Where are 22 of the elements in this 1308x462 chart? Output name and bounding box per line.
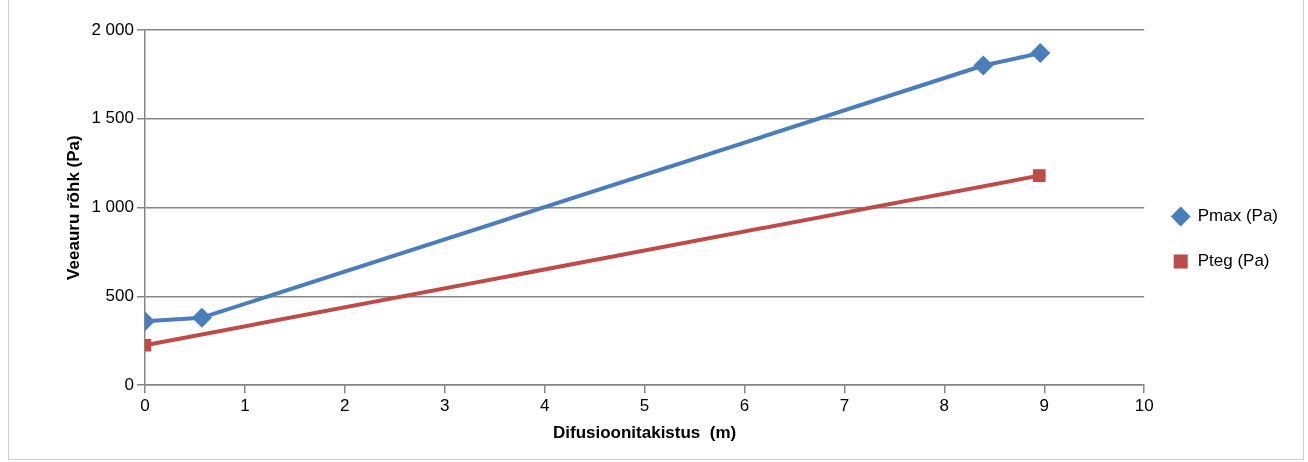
x-tick-label: 0 (140, 396, 150, 416)
x-tick-label: 2 (340, 396, 350, 416)
y-tick-label: 500 (105, 286, 134, 306)
x-tick-label: 5 (639, 396, 650, 416)
point (973, 55, 994, 76)
legend-label: Pmax (Pa) (1197, 206, 1278, 226)
x-tick-label: 6 (739, 396, 750, 416)
y-tick-label: 0 (124, 374, 134, 394)
x-tick-label: 10 (1134, 396, 1154, 416)
y-tick-label: 1 500 (91, 108, 134, 128)
y-axis-title: Veeauru rõhk (Pa) (63, 135, 83, 280)
x-axis-title: Difusioonitakistus (m) (552, 423, 737, 443)
point (1030, 43, 1051, 64)
x-tick-label: 3 (439, 396, 450, 416)
x-tick-label: 4 (539, 396, 550, 416)
legend-label: Pteg (Pa) (1197, 251, 1270, 271)
x-tick-label: 7 (839, 396, 850, 416)
y-tick-label: 1 000 (91, 197, 134, 217)
y-tick-label: 2 000 (91, 19, 134, 39)
x-tick-label: 9 (1039, 396, 1050, 416)
x-tick-label: 1 (240, 396, 250, 416)
x-tick-label: 8 (939, 396, 950, 416)
